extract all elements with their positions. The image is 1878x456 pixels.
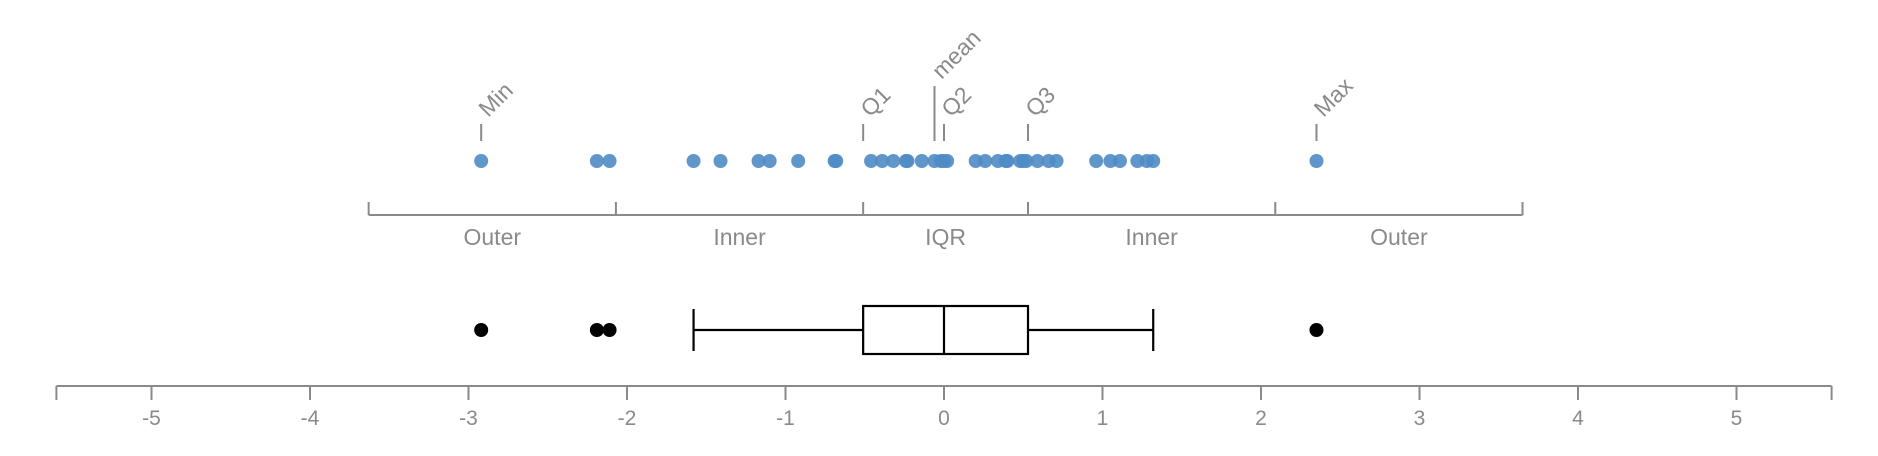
mean-label: mean (927, 24, 986, 83)
q1-label: Q1 (855, 81, 895, 121)
region-label: Inner (1125, 224, 1178, 250)
x-tick-label: 2 (1255, 407, 1267, 430)
box-whisker-layer (474, 304, 1324, 356)
x-tick-label: 5 (1731, 407, 1743, 430)
outlier-point (474, 323, 489, 337)
data-point (751, 154, 766, 168)
x-tick-label: 0 (938, 407, 950, 430)
fence-regions-layer: Outer Inner IQR Inner Outer (367, 202, 1524, 250)
data-point (940, 154, 955, 168)
data-point (875, 154, 890, 168)
data-point (914, 154, 929, 168)
data-point (1049, 154, 1064, 168)
data-point (1112, 154, 1127, 168)
region-label: Outer (1370, 224, 1428, 250)
data-point (978, 154, 993, 168)
x-axis: -5 -4 -3 -2 -1 0 1 2 3 4 5 (55, 385, 1833, 430)
data-point (762, 154, 777, 168)
data-point (886, 154, 901, 168)
data-point (1089, 154, 1104, 168)
max-label: Max (1309, 72, 1358, 121)
data-point (713, 154, 728, 168)
q2-label: Q2 (936, 81, 976, 121)
x-tick-label: -1 (776, 407, 795, 430)
stat-labels-layer: Min Q1 Q2 Q3 Max mean (473, 24, 1358, 141)
data-point (1146, 154, 1161, 168)
region-label: IQR (925, 224, 966, 250)
data-point (900, 154, 915, 168)
data-point (1019, 154, 1034, 168)
outlier-point (602, 323, 617, 337)
data-point (589, 154, 604, 168)
x-tick-label: 3 (1414, 407, 1426, 430)
data-point (864, 154, 879, 168)
x-tick-label: 4 (1572, 407, 1584, 430)
data-point (602, 154, 617, 168)
region-label: Outer (464, 224, 522, 250)
data-point (829, 154, 844, 168)
data-point (791, 154, 806, 168)
data-point (1309, 154, 1324, 168)
outlier-point (589, 323, 604, 337)
x-tick-label: -4 (301, 407, 320, 430)
data-point (686, 154, 701, 168)
x-tick-label: 1 (1097, 407, 1109, 430)
region-label: Inner (713, 224, 766, 250)
data-points-layer (474, 154, 1324, 168)
min-label: Min (473, 77, 518, 122)
iqr-box (862, 304, 1030, 356)
q3-label: Q3 (1020, 81, 1060, 121)
x-tick-label: -5 (142, 407, 161, 430)
x-tick-label: -3 (459, 407, 478, 430)
x-tick-label: -2 (618, 407, 637, 430)
data-point (1000, 154, 1015, 168)
data-point (1030, 154, 1045, 168)
data-point (474, 154, 489, 168)
outlier-point (1309, 323, 1324, 337)
